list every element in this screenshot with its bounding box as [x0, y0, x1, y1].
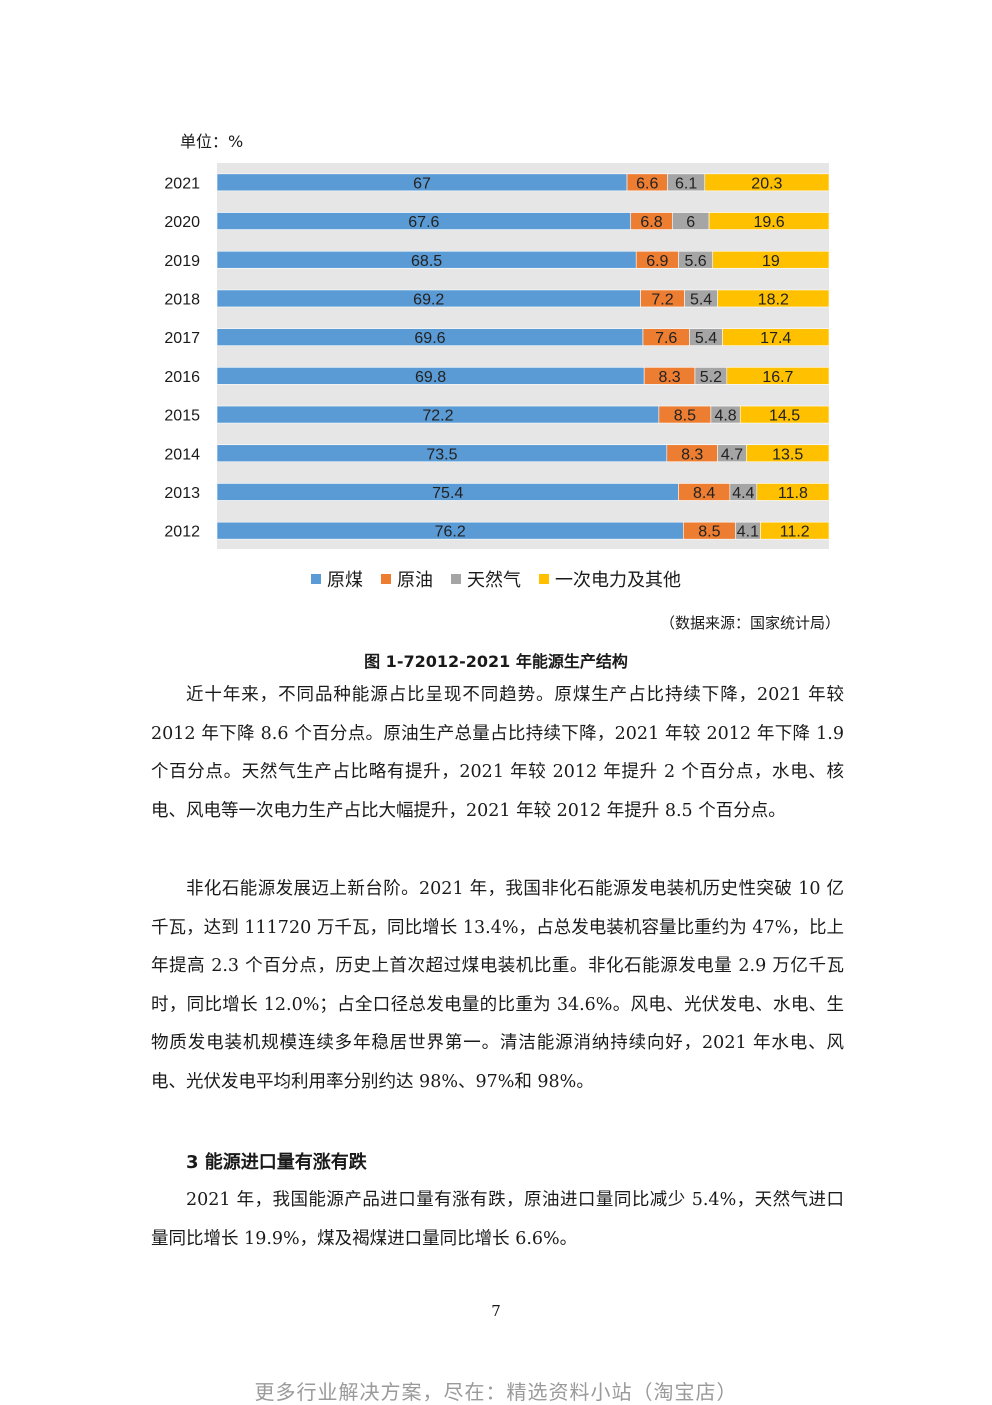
- bar-primary-electricity-2012: [760, 521, 830, 540]
- bar-primary-electricity-2013: [756, 483, 830, 501]
- data-label-crude-oil-2020: 6.8: [640, 214, 662, 231]
- figure-caption: 图 1-72012-2021 年能源生产结构: [364, 652, 628, 671]
- category-label-2018: 2018: [164, 291, 200, 308]
- paragraph-2: 非化石能源发展迈上新台阶。2021 年，我国非化石能源发电装机历史性突破 10 …: [151, 879, 844, 1092]
- data-label-natural-gas-2018: 5.4: [690, 291, 712, 308]
- category-label-2012: 2012: [164, 524, 200, 541]
- data-label-primary-electricity-2018: 18.2: [758, 291, 789, 308]
- data-label-primary-electricity-2014: 13.5: [772, 446, 803, 463]
- data-label-coal-2014: 73.5: [426, 446, 457, 463]
- data-label-primary-electricity-2012: 11.2: [780, 524, 810, 541]
- data-label-coal-2013: 75.4: [432, 485, 463, 502]
- bar-primary-electricity-2017: [722, 328, 830, 346]
- category-label-2021: 2021: [164, 175, 200, 192]
- data-label-coal-2012: 76.2: [435, 524, 466, 541]
- legend-label-crude-oil: 原油: [397, 570, 433, 591]
- data-label-coal-2016: 69.8: [415, 369, 446, 386]
- data-label-natural-gas-2015: 4.8: [714, 408, 736, 425]
- legend-item-natural-gas: 天然气: [451, 566, 521, 592]
- category-label-2016: 2016: [164, 369, 200, 386]
- data-label-primary-electricity-2019: 19: [762, 253, 780, 270]
- data-label-primary-electricity-2020: 19.6: [753, 214, 784, 231]
- footer-note: 更多行业解决方案，尽在：精选资料小站（淘宝店）: [254, 1380, 738, 1404]
- data-label-natural-gas-2021: 6.1: [675, 175, 697, 192]
- data-label-coal-2020: 67.6: [408, 214, 439, 231]
- data-label-crude-oil-2016: 8.3: [658, 369, 680, 386]
- data-label-crude-oil-2015: 8.5: [674, 408, 696, 425]
- stacked-bar-chart: 2021 2020 2019 2018 2017 2016 2015 2014 2013 2012…: [164, 163, 830, 549]
- legend-label-natural-gas: 天然气: [467, 570, 521, 591]
- data-label-primary-electricity-2021: 20.3: [751, 175, 782, 192]
- legend-item-crude-oil: 原油: [381, 566, 433, 592]
- data-label-crude-oil-2019: 6.9: [646, 253, 668, 270]
- legend-label-primary-electricity: 一次电力及其他: [555, 570, 681, 591]
- bar-series-group: 67 6.6 6.1 20.3 67.6 6.8 6 19.6 68.5 6.9 5.6 19 69.2…: [216, 173, 830, 541]
- section-heading: 3 能源进口量有涨有跌: [186, 1152, 367, 1173]
- data-label-natural-gas-2020: 6: [686, 214, 695, 231]
- bar-primary-electricity-2014: [746, 444, 830, 463]
- category-label-2014: 2014: [164, 446, 200, 463]
- legend-swatch-coal: [311, 574, 321, 584]
- bar-primary-electricity-2021: [704, 173, 830, 192]
- data-label-crude-oil-2018: 7.2: [651, 291, 673, 308]
- data-label-coal-2019: 68.5: [411, 253, 442, 270]
- data-label-natural-gas-2012: 4.1: [737, 524, 759, 541]
- legend-label-coal: 原煤: [327, 570, 363, 591]
- data-label-natural-gas-2017: 5.4: [695, 330, 717, 347]
- data-label-crude-oil-2017: 7.6: [655, 330, 677, 347]
- data-label-crude-oil-2014: 8.3: [681, 446, 703, 463]
- data-label-primary-electricity-2015: 14.5: [769, 408, 800, 425]
- data-label-primary-electricity-2016: 16.7: [762, 369, 793, 386]
- chart-legend: 原煤 原油 天然气 一次电力及其他: [0, 566, 992, 592]
- data-label-natural-gas-2019: 5.6: [684, 253, 706, 270]
- category-axis: 2021 2020 2019 2018 2017 2016 2015 2014 2013 2012: [164, 175, 200, 540]
- data-label-crude-oil-2013: 8.4: [693, 485, 715, 502]
- paragraph-3: 2021 年，我国能源产品进口量有涨有跌，原油进口量同比减少 5.4%，天然气进…: [151, 1190, 844, 1249]
- data-label-coal-2017: 69.6: [414, 330, 445, 347]
- data-label-crude-oil-2012: 8.5: [698, 524, 720, 541]
- category-label-2017: 2017: [164, 330, 200, 347]
- bar-primary-electricity-2016: [726, 367, 830, 385]
- unit-label: 单位：%: [180, 132, 244, 151]
- data-label-natural-gas-2013: 4.4: [732, 485, 754, 502]
- data-label-coal-2021: 67: [413, 175, 431, 192]
- bar-primary-electricity-2018: [717, 289, 830, 308]
- legend-item-coal: 原煤: [311, 566, 363, 592]
- data-label-primary-electricity-2017: 17.4: [760, 330, 791, 347]
- data-source: （数据来源：国家统计局）: [659, 614, 840, 632]
- category-label-2013: 2013: [164, 485, 200, 502]
- bar-primary-electricity-2019: [712, 250, 830, 269]
- data-label-natural-gas-2014: 4.7: [721, 446, 743, 463]
- category-label-2019: 2019: [164, 253, 200, 270]
- bar-primary-electricity-2020: [708, 212, 830, 230]
- legend-swatch-natural-gas: [451, 574, 461, 584]
- bar-primary-electricity-2015: [739, 405, 830, 424]
- paragraph-1: 近十年来，不同品种能源占比呈现不同趋势。原煤生产占比持续下降，2021 年较 2…: [151, 685, 844, 821]
- legend-swatch-primary-electricity: [539, 574, 549, 584]
- category-label-2020: 2020: [164, 214, 200, 231]
- legend-swatch-crude-oil: [381, 574, 391, 584]
- data-label-natural-gas-2016: 5.2: [700, 369, 722, 386]
- data-label-coal-2015: 72.2: [422, 408, 453, 425]
- legend-item-primary-electricity: 一次电力及其他: [539, 566, 681, 592]
- data-label-primary-electricity-2013: 11.8: [778, 485, 808, 502]
- data-label-crude-oil-2021: 6.6: [636, 175, 658, 192]
- page-number: 7: [491, 1302, 501, 1320]
- data-label-coal-2018: 69.2: [413, 291, 444, 308]
- category-label-2015: 2015: [164, 408, 200, 425]
